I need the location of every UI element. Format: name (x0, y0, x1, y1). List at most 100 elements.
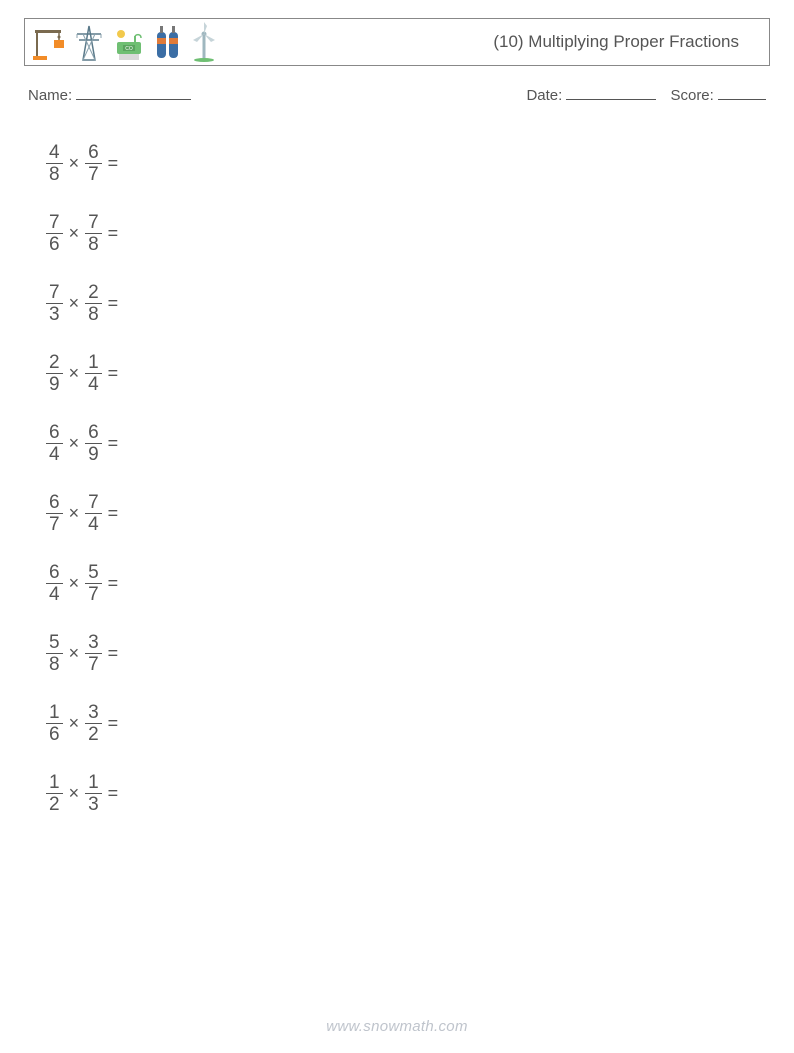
problem-row: 73×28= (46, 268, 770, 338)
problem-row: 76×78= (46, 198, 770, 268)
problem-row: 29×14= (46, 338, 770, 408)
equals-symbol: = (102, 713, 125, 734)
problem-row: 48×67= (46, 128, 770, 198)
equals-symbol: = (102, 363, 125, 384)
fraction-numerator: 3 (85, 702, 102, 723)
fraction-numerator: 1 (85, 772, 102, 793)
fraction-numerator: 6 (46, 562, 63, 583)
fraction-b: 69 (85, 422, 102, 465)
svg-text:CO: CO (125, 46, 133, 52)
fraction-a: 64 (46, 422, 63, 465)
footer-url: www.snowmath.com (0, 1018, 794, 1035)
score-blank[interactable] (718, 86, 766, 100)
times-symbol: × (63, 713, 86, 734)
header-box: CO (10) (24, 18, 770, 66)
fraction-numerator: 6 (85, 142, 102, 163)
problem-row: 16×32= (46, 688, 770, 758)
name-label: Name: (28, 87, 72, 104)
problem-row: 64×57= (46, 548, 770, 618)
fraction-denominator: 3 (85, 794, 102, 815)
tanks-icon (153, 24, 183, 62)
fraction-denominator: 8 (85, 234, 102, 255)
fraction-denominator: 6 (46, 724, 63, 745)
problem-row: 58×37= (46, 618, 770, 688)
times-symbol: × (63, 293, 86, 314)
fraction-a: 73 (46, 282, 63, 325)
fraction-numerator: 7 (85, 212, 102, 233)
equals-symbol: = (102, 293, 125, 314)
times-symbol: × (63, 643, 86, 664)
times-symbol: × (63, 783, 86, 804)
problem-row: 64×69= (46, 408, 770, 478)
equals-symbol: = (102, 503, 125, 524)
name-blank[interactable] (76, 86, 191, 100)
fraction-denominator: 6 (46, 234, 63, 255)
equals-symbol: = (102, 153, 125, 174)
score-label: Score: (670, 87, 713, 104)
fraction-denominator: 4 (46, 584, 63, 605)
fraction-b: 13 (85, 772, 102, 815)
fraction-denominator: 2 (85, 724, 102, 745)
fraction-b: 37 (85, 632, 102, 675)
fraction-numerator: 7 (46, 212, 63, 233)
fraction-numerator: 5 (46, 632, 63, 653)
fraction-a: 48 (46, 142, 63, 185)
wind-turbine-icon (189, 22, 219, 62)
fraction-b: 32 (85, 702, 102, 745)
date-blank[interactable] (566, 86, 656, 100)
fraction-numerator: 1 (85, 352, 102, 373)
fraction-numerator: 1 (46, 772, 63, 793)
fraction-b: 78 (85, 212, 102, 255)
fraction-denominator: 8 (85, 304, 102, 325)
fraction-denominator: 7 (85, 584, 102, 605)
times-symbol: × (63, 153, 86, 174)
equals-symbol: = (102, 433, 125, 454)
equals-symbol: = (102, 783, 125, 804)
fraction-denominator: 7 (46, 514, 63, 535)
fraction-denominator: 7 (85, 164, 102, 185)
fraction-numerator: 7 (85, 492, 102, 513)
fraction-denominator: 8 (46, 164, 63, 185)
fraction-numerator: 3 (85, 632, 102, 653)
fraction-a: 58 (46, 632, 63, 675)
fraction-denominator: 8 (46, 654, 63, 675)
bioplant-icon: CO (111, 28, 147, 62)
fraction-numerator: 4 (46, 142, 63, 163)
fraction-denominator: 7 (85, 654, 102, 675)
equals-symbol: = (102, 573, 125, 594)
problems-list: 48×67=76×78=73×28=29×14=64×69=67×74=64×5… (24, 128, 770, 828)
fraction-b: 57 (85, 562, 102, 605)
times-symbol: × (63, 363, 86, 384)
equals-symbol: = (102, 643, 125, 664)
fraction-a: 12 (46, 772, 63, 815)
fraction-b: 67 (85, 142, 102, 185)
fraction-a: 64 (46, 562, 63, 605)
fraction-numerator: 7 (46, 282, 63, 303)
times-symbol: × (63, 573, 86, 594)
info-row: Name: Date: Score: (24, 86, 770, 104)
problem-row: 12×13= (46, 758, 770, 828)
fraction-b: 14 (85, 352, 102, 395)
fraction-a: 16 (46, 702, 63, 745)
times-symbol: × (63, 503, 86, 524)
fraction-denominator: 4 (85, 514, 102, 535)
fraction-numerator: 6 (46, 422, 63, 443)
fraction-numerator: 6 (85, 422, 102, 443)
times-symbol: × (63, 433, 86, 454)
fraction-a: 67 (46, 492, 63, 535)
times-symbol: × (63, 223, 86, 244)
header-icons: CO (31, 22, 219, 62)
fraction-numerator: 2 (85, 282, 102, 303)
fraction-a: 76 (46, 212, 63, 255)
fraction-denominator: 9 (46, 374, 63, 395)
fraction-denominator: 4 (85, 374, 102, 395)
fraction-b: 28 (85, 282, 102, 325)
fraction-b: 74 (85, 492, 102, 535)
date-label: Date: (526, 87, 562, 104)
fraction-denominator: 3 (46, 304, 63, 325)
worksheet-title: (10) Multiplying Proper Fractions (493, 32, 759, 52)
fraction-numerator: 6 (46, 492, 63, 513)
fraction-a: 29 (46, 352, 63, 395)
fraction-numerator: 1 (46, 702, 63, 723)
tower-icon (73, 24, 105, 62)
